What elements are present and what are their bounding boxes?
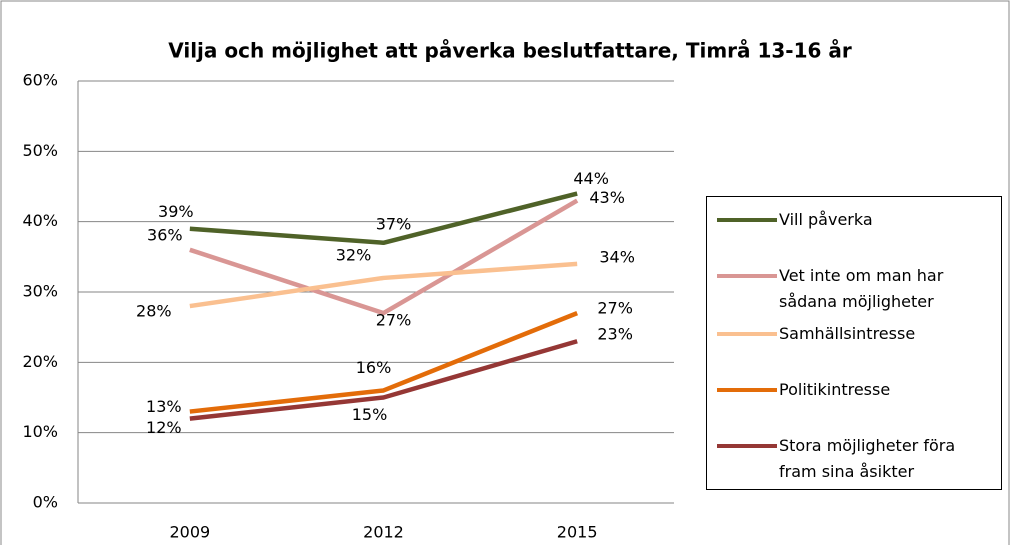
series-line <box>189 311 579 414</box>
x-tick-label: 2012 <box>363 523 404 542</box>
legend-swatch <box>717 388 777 392</box>
data-label: 16% <box>356 358 392 377</box>
data-label: 27% <box>376 311 412 330</box>
data-label: 43% <box>589 188 625 207</box>
legend-label: Vill påverka <box>779 210 873 229</box>
legend: Vill påverka Vet inte om man har sådana m… <box>706 196 1002 490</box>
data-label: 36% <box>147 225 183 244</box>
legend-label: Samhällsintresse <box>779 324 916 343</box>
legend-entry: Vill påverka <box>717 207 997 233</box>
y-tick-label: 0% <box>33 493 58 512</box>
y-tick-label: 30% <box>22 282 58 301</box>
legend-swatch <box>717 332 777 336</box>
x-tick-label: 2015 <box>557 523 598 542</box>
y-tick-label: 50% <box>22 141 58 160</box>
series-line <box>189 191 578 246</box>
data-label: 37% <box>376 214 412 233</box>
legend-label: Politikintresse <box>779 380 891 399</box>
legend-label: Stora möjligheter föra fram sina åsikter <box>779 436 956 481</box>
series-line <box>189 261 578 309</box>
data-label: 13% <box>146 397 182 416</box>
legend-swatch <box>717 218 777 222</box>
legend-entry: Stora möjligheter föra fram sina åsikter <box>717 433 997 485</box>
legend-entry: Vet inte om man har sådana möjligheter <box>717 263 997 315</box>
data-label: 32% <box>336 245 372 264</box>
x-tick-label: 2009 <box>169 523 210 542</box>
data-label: 15% <box>352 405 388 424</box>
data-label: 34% <box>599 247 635 266</box>
data-label: 23% <box>597 325 633 344</box>
data-label: 12% <box>146 418 182 437</box>
data-label: 44% <box>573 169 609 188</box>
legend-swatch <box>717 444 777 448</box>
data-label: 39% <box>158 202 194 221</box>
legend-swatch <box>717 274 777 278</box>
series-line <box>189 339 578 421</box>
y-tick-label: 60% <box>22 71 58 90</box>
legend-label: Vet inte om man har sådana möjligheter <box>779 266 944 311</box>
y-tick-label: 20% <box>22 352 58 371</box>
y-tick-label: 10% <box>22 422 58 441</box>
data-label: 27% <box>597 299 633 318</box>
series-line <box>189 198 579 316</box>
y-tick-label: 40% <box>22 211 58 230</box>
data-label: 28% <box>136 302 172 321</box>
chart-title: Vilja och möjlighet att påverka beslutfa… <box>168 39 852 63</box>
legend-entry: Politikintresse <box>717 377 997 403</box>
legend-entry: Samhällsintresse <box>717 321 997 347</box>
